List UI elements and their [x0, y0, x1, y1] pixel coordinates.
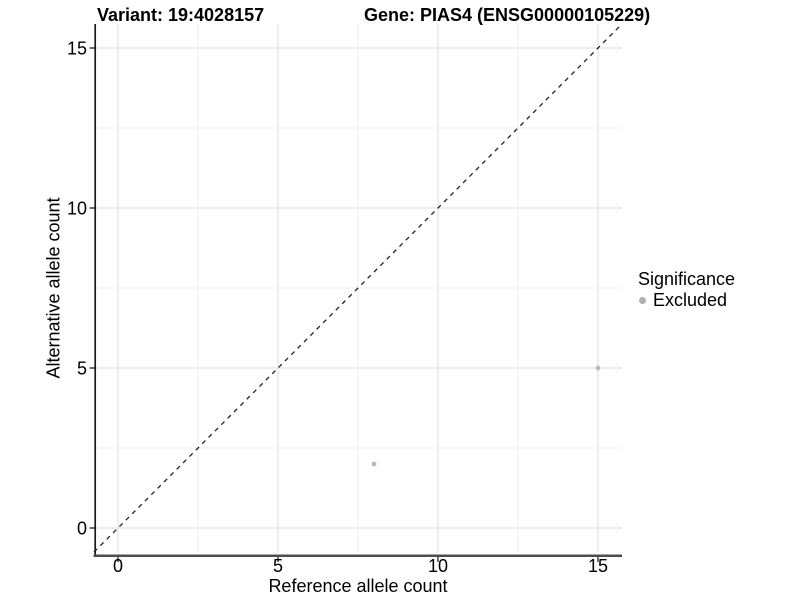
data-point	[595, 365, 601, 371]
legend-title: Significance	[638, 269, 736, 289]
x-axis-label: Reference allele count	[268, 576, 448, 596]
legend-item-excluded: Excluded	[639, 291, 735, 309]
x-tick-label: 0	[113, 556, 123, 576]
y-tick-label: 15	[67, 38, 87, 58]
data-point	[371, 461, 377, 467]
legend-item-label: Excluded	[653, 290, 728, 310]
y-tick-label: 0	[77, 518, 87, 538]
plot-title-variant: Variant: 19:4028157	[97, 5, 265, 25]
identity-dashed-line	[93, 23, 623, 553]
legend: Significance Excluded	[638, 269, 735, 309]
x-tick-label: 5	[273, 556, 283, 576]
x-tick-label: 15	[588, 556, 608, 576]
plot-title-gene: Gene: PIAS4 (ENSG00000105229)	[364, 5, 651, 25]
legend-key-excluded-dot-icon	[639, 296, 646, 304]
y-tick-label: 10	[67, 198, 87, 218]
x-tick-label: 10	[428, 556, 448, 576]
y-axis-label: Alternative allele count	[43, 197, 64, 379]
y-tick-label: 5	[77, 358, 87, 378]
